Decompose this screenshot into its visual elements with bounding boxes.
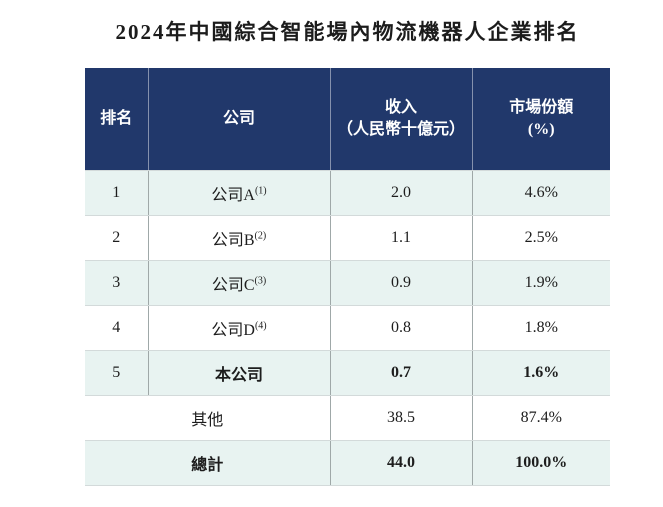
- table-row: 4 公司D(4) 0.8 1.8%: [85, 305, 610, 351]
- revenue-cell: 44.0: [329, 440, 472, 486]
- revenue-cell: 1.1: [329, 215, 472, 261]
- rank-cell: 4: [85, 305, 148, 351]
- column-header-label-line2: （人民幣十億元）: [336, 121, 465, 138]
- table-row-others: 其他 38.5 87.4%: [85, 395, 610, 441]
- company-name: 公司D: [211, 322, 255, 339]
- share-cell: 1.6%: [471, 350, 610, 396]
- column-header-label-line1: 市場份額: [509, 99, 574, 117]
- share-cell: 100.0%: [471, 440, 610, 486]
- footnote-marker: (3): [254, 275, 267, 287]
- company-cell: 公司B(2): [147, 215, 330, 261]
- share-cell: 1.8%: [471, 305, 610, 351]
- column-header-label: 排名: [100, 110, 133, 128]
- footnote-marker: (4): [254, 320, 267, 332]
- revenue-cell: 2.0: [329, 170, 472, 216]
- share-cell: 2.5%: [471, 215, 610, 261]
- footnote-marker: (2): [254, 230, 267, 242]
- company-cell: 公司A(1): [147, 170, 330, 216]
- share-cell: 1.9%: [471, 260, 610, 306]
- company-name: 公司A: [211, 187, 255, 204]
- table-row: 1 公司A(1) 2.0 4.6%: [85, 170, 610, 216]
- company-name: 其他: [191, 412, 224, 429]
- table-row-our-company: 5 本公司 0.7 1.6%: [85, 350, 610, 396]
- footnote-marker: (1): [254, 185, 267, 197]
- column-header-label-line1: 收入: [384, 99, 417, 117]
- company-cell: 公司D(4): [147, 305, 330, 351]
- column-header-company: 公司: [147, 68, 330, 171]
- share-cell: 87.4%: [471, 395, 610, 441]
- rank-cell: 2: [85, 215, 148, 261]
- rank-cell: 3: [85, 260, 148, 306]
- column-header-label-line2: (%): [527, 121, 555, 138]
- column-header-rank: 排名: [85, 68, 148, 171]
- table-row: 2 公司B(2) 1.1 2.5%: [85, 215, 610, 261]
- share-cell: 4.6%: [471, 170, 610, 216]
- rank-cell: 1: [85, 170, 148, 216]
- company-name: 總計: [191, 457, 224, 474]
- column-header-market-share: 市場份額 (%): [471, 68, 610, 171]
- company-cell: 其他: [85, 395, 330, 441]
- company-cell: 總計: [85, 440, 330, 486]
- table-row-total: 總計 44.0 100.0%: [85, 440, 610, 486]
- column-header-label: 公司: [222, 110, 255, 128]
- company-name: 本公司: [214, 367, 263, 384]
- table-header-row: 排名 公司 收入 （人民幣十億元） 市場份額 (%): [85, 68, 610, 171]
- revenue-cell: 38.5: [329, 395, 472, 441]
- company-name: 公司C: [211, 277, 255, 294]
- column-header-revenue: 收入 （人民幣十億元）: [329, 68, 472, 171]
- page-title: 2024年中國綜合智能場內物流機器人企業排名: [115, 20, 580, 44]
- company-cell: 公司C(3): [147, 260, 330, 306]
- revenue-cell: 0.7: [329, 350, 472, 396]
- company-cell: 本公司: [147, 350, 330, 396]
- rank-cell: 5: [85, 350, 148, 396]
- table-row: 3 公司C(3) 0.9 1.9%: [85, 260, 610, 306]
- ranking-table: 排名 公司 收入 （人民幣十億元） 市場份額 (%) 1 公司A(1) 2.0: [85, 68, 610, 486]
- revenue-cell: 0.8: [329, 305, 472, 351]
- revenue-cell: 0.9: [329, 260, 472, 306]
- company-name: 公司B: [211, 232, 255, 249]
